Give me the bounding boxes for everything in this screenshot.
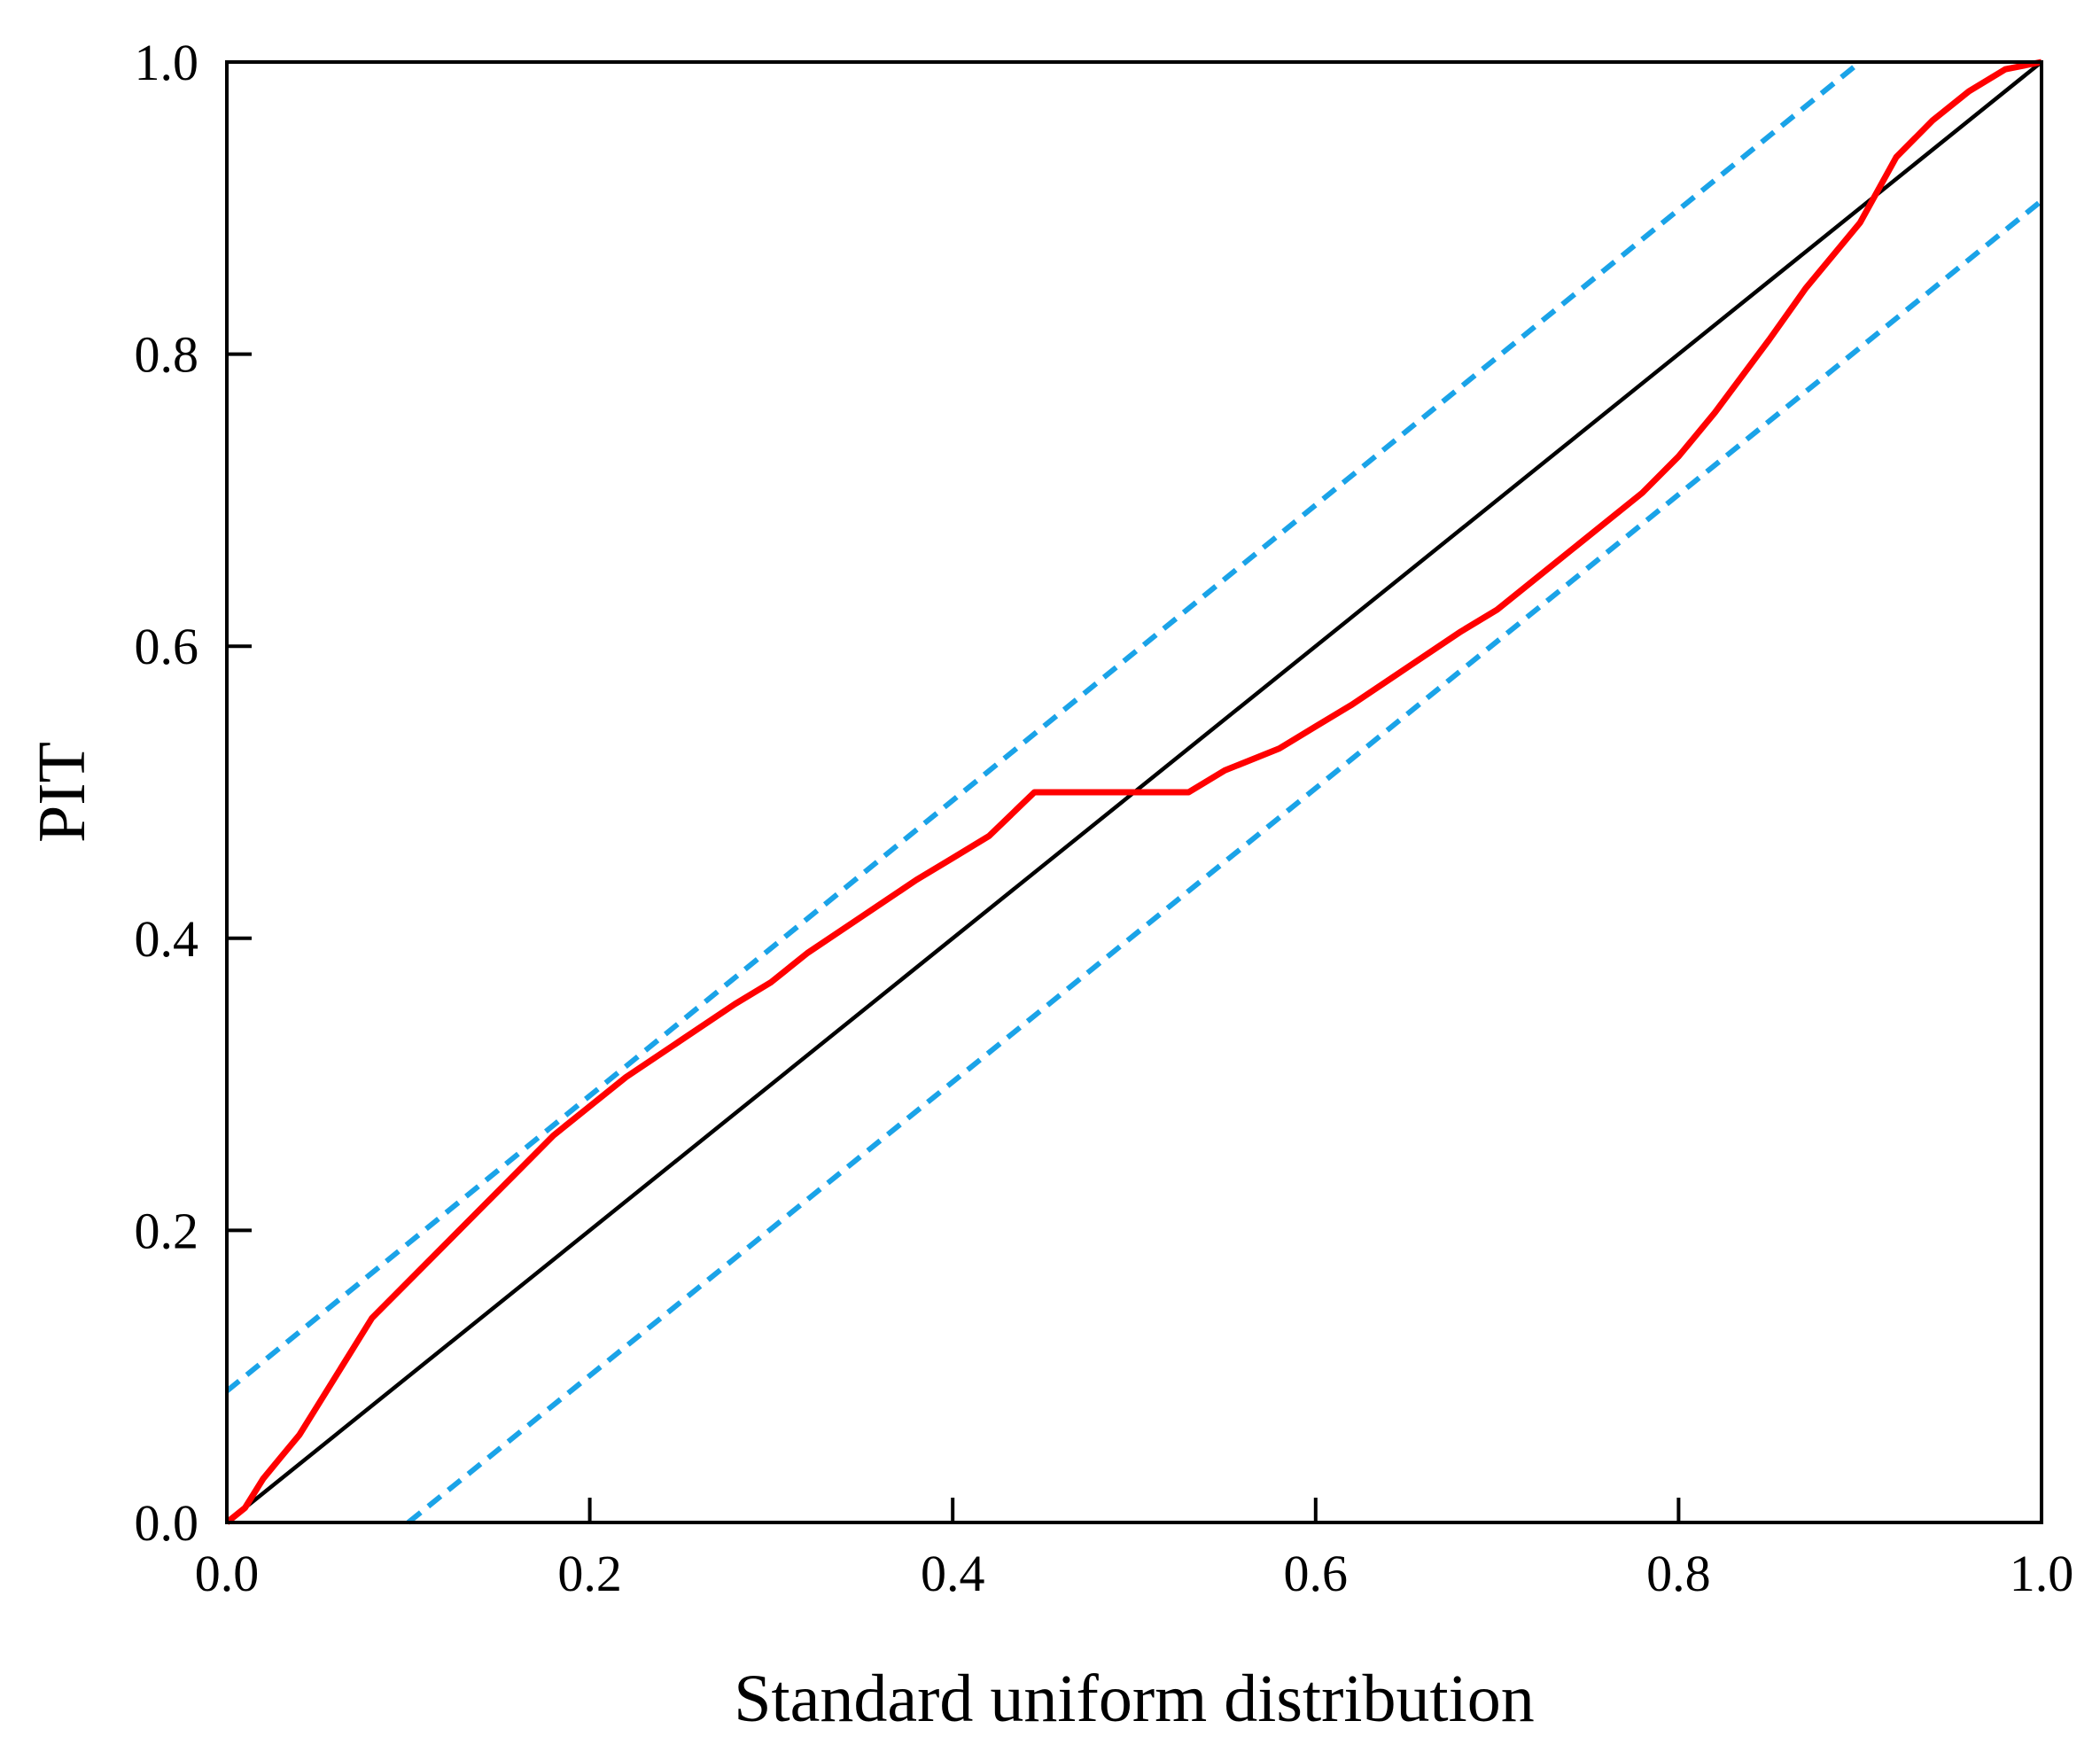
y-tick-label: 0.6 bbox=[135, 618, 199, 675]
plot-frame bbox=[225, 60, 2043, 1524]
series-line-upper-band bbox=[225, 59, 1863, 1394]
x-tick-label: 0.4 bbox=[921, 1545, 985, 1602]
x-tick-label: 1.0 bbox=[2010, 1545, 2074, 1602]
series-line-lower-band bbox=[406, 199, 2043, 1525]
x-tick-label: 0.6 bbox=[1284, 1545, 1349, 1602]
x-tick-label: 0.2 bbox=[557, 1545, 622, 1602]
y-axis: 0.0 0.2 0.4 0.6 0.8 1.0 bbox=[135, 34, 252, 1552]
y-axis-title: PIT bbox=[25, 742, 99, 843]
x-axis: 0.0 0.2 0.4 0.6 0.8 1.0 bbox=[195, 1498, 2074, 1602]
y-tick-label: 0.4 bbox=[135, 910, 199, 968]
y-tick-label: 0.8 bbox=[135, 326, 199, 384]
x-tick-label: 0.0 bbox=[195, 1545, 260, 1602]
x-tick-label: 0.8 bbox=[1646, 1545, 1711, 1602]
y-tick-label: 0.2 bbox=[135, 1202, 199, 1259]
series-line-pit bbox=[224, 58, 2042, 1525]
x-axis-title: Standard uniform distribution bbox=[734, 1662, 1534, 1736]
series-layer bbox=[224, 58, 2043, 1525]
y-tick-label: 1.0 bbox=[135, 34, 199, 91]
y-tick-label: 0.0 bbox=[135, 1494, 199, 1552]
